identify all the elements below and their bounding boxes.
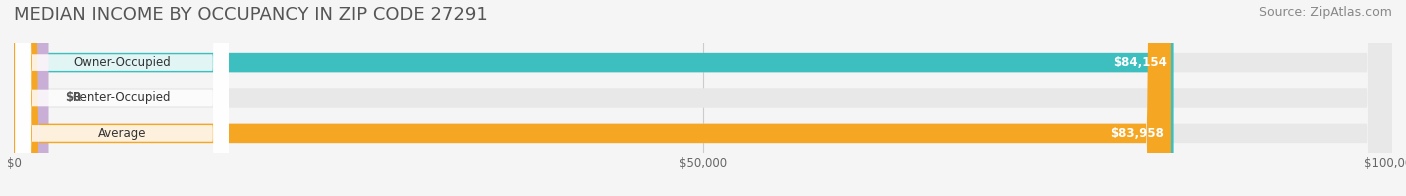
Text: Average: Average (98, 127, 146, 140)
Text: Source: ZipAtlas.com: Source: ZipAtlas.com (1258, 6, 1392, 19)
Text: Owner-Occupied: Owner-Occupied (73, 56, 172, 69)
FancyBboxPatch shape (14, 0, 1171, 196)
Text: Renter-Occupied: Renter-Occupied (73, 92, 172, 104)
FancyBboxPatch shape (14, 0, 1392, 196)
Text: $84,154: $84,154 (1112, 56, 1167, 69)
FancyBboxPatch shape (15, 0, 229, 196)
FancyBboxPatch shape (15, 0, 229, 196)
Text: $0: $0 (65, 92, 82, 104)
Text: $83,958: $83,958 (1111, 127, 1164, 140)
FancyBboxPatch shape (14, 0, 48, 196)
FancyBboxPatch shape (14, 0, 1392, 196)
FancyBboxPatch shape (14, 0, 1392, 196)
FancyBboxPatch shape (14, 0, 1174, 196)
FancyBboxPatch shape (15, 0, 229, 196)
Text: MEDIAN INCOME BY OCCUPANCY IN ZIP CODE 27291: MEDIAN INCOME BY OCCUPANCY IN ZIP CODE 2… (14, 6, 488, 24)
